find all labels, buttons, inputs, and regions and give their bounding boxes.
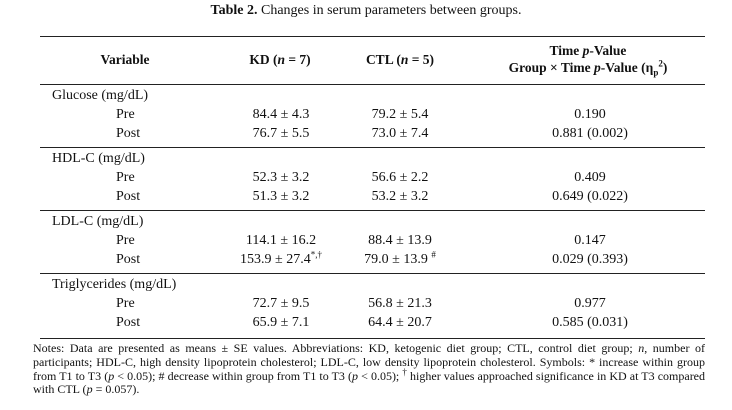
significance-mark: *,†	[310, 249, 322, 260]
significance-mark: #	[431, 249, 436, 260]
row-label: Pre	[116, 107, 135, 122]
section-rule	[40, 147, 705, 148]
table-caption: Table 2. Changes in serum parameters bet…	[0, 3, 732, 19]
p-value: 0.147	[574, 233, 606, 248]
group-label-hdl: HDL-C (mg/dL)	[52, 151, 145, 166]
header-group-time-p: Group × Time p-Value (ηp2)	[508, 58, 668, 78]
header-p-values: Time p-Value Group × Time p-Value (ηp2)	[470, 42, 706, 78]
caption-text: Changes in serum parameters between grou…	[260, 3, 522, 18]
top-rule	[40, 36, 705, 38]
bottom-rule	[40, 338, 705, 340]
kd-value: 52.3 ± 3.2	[252, 170, 310, 185]
header-kd: KD (n = 7)	[249, 52, 311, 67]
row-label: Post	[116, 189, 141, 204]
ctl-value: 64.4 ± 20.7	[368, 315, 432, 330]
ctl-value-marked: 79.0 ± 13.9 #	[364, 249, 436, 267]
p-value: 0.649 (0.022)	[552, 189, 628, 204]
kd-value: 114.1 ± 16.2	[245, 233, 317, 248]
row-label: Post	[116, 126, 141, 141]
ctl-value: 53.2 ± 3.2	[371, 189, 429, 204]
row-label: Pre	[116, 170, 135, 185]
ctl-value: 56.8 ± 21.3	[368, 296, 432, 311]
p-value: 0.977	[574, 296, 606, 311]
header-rule	[40, 84, 705, 85]
header-ctl: CTL (n = 5)	[365, 52, 435, 67]
p-value: 0.190	[574, 107, 606, 122]
ctl-value: 79.2 ± 5.4	[371, 107, 429, 122]
header-variable: Variable	[100, 52, 150, 67]
p-value: 0.409	[574, 170, 606, 185]
ctl-value: 88.4 ± 13.9	[368, 233, 432, 248]
dagger-mark: †	[402, 366, 407, 377]
p-value: 0.585 (0.031)	[552, 315, 628, 330]
kd-value: 51.3 ± 3.2	[252, 189, 310, 204]
kd-value: 72.7 ± 9.5	[252, 296, 310, 311]
row-label: Post	[116, 252, 141, 267]
section-rule	[40, 210, 705, 211]
group-label-triglycerides: Triglycerides (mg/dL)	[52, 277, 177, 292]
header-time-p: Time p-Value	[549, 43, 627, 58]
kd-value-marked: 153.9 ± 27.4*,†	[240, 249, 322, 267]
kd-value: 84.4 ± 4.3	[252, 107, 310, 122]
ctl-value: 73.0 ± 7.4	[371, 126, 429, 141]
kd-value: 76.7 ± 5.5	[252, 126, 310, 141]
row-label: Post	[116, 315, 141, 330]
caption-label: Table 2.	[210, 3, 258, 18]
p-value: 0.881 (0.002)	[552, 126, 628, 141]
table-notes: Notes: Data are presented as means ± SE …	[33, 341, 706, 397]
row-label: Pre	[116, 233, 135, 248]
row-label: Pre	[116, 296, 135, 311]
group-label-glucose: Glucose (mg/dL)	[52, 88, 149, 103]
p-value: 0.029 (0.393)	[552, 252, 628, 267]
ctl-value: 56.6 ± 2.2	[371, 170, 429, 185]
section-rule	[40, 273, 705, 274]
kd-value: 65.9 ± 7.1	[252, 315, 310, 330]
group-label-ldl: LDL-C (mg/dL)	[52, 214, 144, 229]
